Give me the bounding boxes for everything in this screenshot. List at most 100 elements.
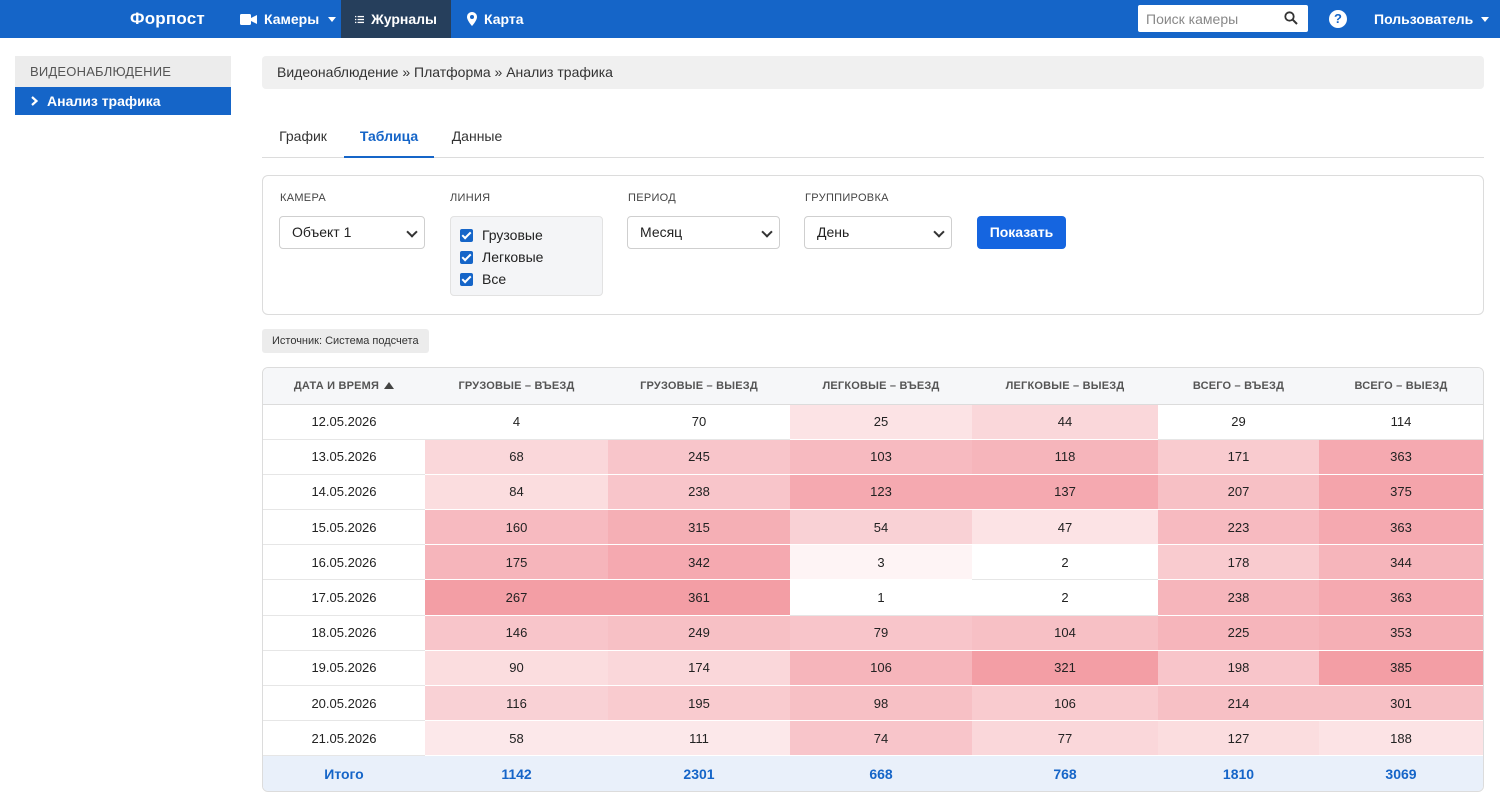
nav-cameras[interactable]: Камеры	[226, 0, 350, 38]
value-cell: 146	[425, 615, 608, 651]
line-option-label: Грузовые	[482, 227, 543, 243]
value-cell: 353	[1319, 615, 1483, 651]
column-header-label: ДАТА И ВРЕМЯ	[293, 379, 380, 392]
value-cell: 301	[1319, 685, 1483, 722]
line-filter-label: ЛИНИЯ	[450, 192, 491, 204]
date-cell: 16.05.2026	[263, 544, 425, 581]
tab-data[interactable]: Данные	[451, 128, 503, 144]
line-option-label: Все	[482, 271, 507, 287]
value-cell: 207	[1158, 474, 1319, 511]
value-cell: 104	[972, 615, 1158, 651]
list-icon	[355, 15, 365, 23]
user-menu[interactable]: Пользователь	[1374, 0, 1490, 38]
value-cell: 361	[608, 579, 790, 616]
value-cell: 321	[972, 650, 1158, 687]
value-cell: 98	[790, 685, 972, 722]
camera-search-input[interactable]	[1146, 10, 1276, 27]
date-cell: 15.05.2026	[263, 509, 425, 546]
value-cell: 188	[1319, 720, 1483, 757]
value-cell: 111	[608, 720, 790, 757]
date-cell: 18.05.2026	[263, 615, 425, 651]
show-button[interactable]: Показать	[977, 216, 1066, 249]
value-cell: 47	[972, 509, 1158, 546]
value-cell: 123	[790, 474, 972, 511]
total-cell: 768	[972, 755, 1158, 791]
column-header[interactable]: ЛЕГКОВЫЕ – ВЫЕЗД	[972, 368, 1158, 405]
period-select[interactable]: Месяц	[627, 216, 780, 249]
value-cell: 214	[1158, 685, 1319, 722]
table-row: 19.05.2026 90 174 106 321 198 385	[263, 650, 1483, 687]
tab-graph[interactable]: График	[279, 128, 327, 144]
brand-logo[interactable]: Форпост	[130, 9, 205, 28]
video-camera-icon	[240, 13, 257, 25]
column-header[interactable]: ГРУЗОВЫЕ – ВЪЕЗД	[425, 368, 608, 405]
value-cell: 68	[425, 439, 608, 475]
line-option-cars[interactable]: Легковые	[460, 248, 543, 266]
table-totals-row: Итого 1142 2301 668 768 1810 3069	[263, 755, 1483, 791]
value-cell: 106	[972, 685, 1158, 722]
column-header[interactable]: ВСЕГО – ВЪЕЗД	[1158, 368, 1319, 405]
top-navbar: Форпост Камеры Журналы Карта ? Пользоват…	[0, 0, 1500, 38]
value-cell: 342	[608, 544, 790, 581]
table-row: 14.05.2026 84 238 123 137 207 375	[263, 474, 1483, 511]
column-header-datetime[interactable]: ДАТА И ВРЕМЯ	[263, 368, 425, 405]
value-cell: 74	[790, 720, 972, 757]
tab-table[interactable]: Таблица	[344, 114, 434, 158]
total-cell: 1810	[1158, 755, 1319, 791]
value-cell: 195	[608, 685, 790, 722]
value-cell: 175	[425, 544, 608, 581]
nav-map[interactable]: Карта	[453, 0, 538, 38]
value-cell: 2	[972, 579, 1158, 616]
value-cell: 127	[1158, 720, 1319, 757]
date-cell: 17.05.2026	[263, 579, 425, 616]
column-header[interactable]: ЛЕГКОВЫЕ – ВЪЕЗД	[790, 368, 972, 405]
sidebar-item-traffic-analysis[interactable]: Анализ трафика	[15, 87, 231, 115]
totals-label: Итого	[263, 755, 425, 791]
checkbox-checked-icon[interactable]	[460, 272, 473, 286]
value-cell: 4	[425, 404, 608, 440]
table-row: 16.05.2026 175 342 3 2 178 344	[263, 544, 1483, 581]
help-icon[interactable]: ?	[1329, 10, 1347, 28]
view-tabs: График Таблица Данные	[262, 114, 1484, 158]
value-cell: 106	[790, 650, 972, 687]
grouping-select[interactable]: День	[804, 216, 952, 249]
total-cell: 2301	[608, 755, 790, 791]
column-header[interactable]: ВСЕГО – ВЫЕЗД	[1319, 368, 1483, 405]
nav-cameras-label: Камеры	[264, 11, 320, 27]
sidebar-section-header: ВИДЕОНАБЛЮДЕНИЕ	[15, 56, 231, 87]
value-cell: 238	[608, 474, 790, 511]
value-cell: 160	[425, 509, 608, 546]
date-cell: 19.05.2026	[263, 650, 425, 687]
column-header[interactable]: ГРУЗОВЫЕ – ВЫЕЗД	[608, 368, 790, 405]
table-row: 18.05.2026 146 249 79 104 225 353	[263, 615, 1483, 651]
value-cell: 267	[425, 579, 608, 616]
search-icon[interactable]	[1284, 11, 1298, 25]
line-option-trucks[interactable]: Грузовые	[460, 226, 543, 244]
value-cell: 137	[972, 474, 1158, 511]
period-select-value: Месяц	[640, 224, 683, 240]
value-cell: 70	[608, 404, 790, 440]
table-row: 17.05.2026 267 361 1 2 238 363	[263, 579, 1483, 616]
date-cell: 12.05.2026	[263, 404, 425, 440]
camera-select-value: Объект 1	[292, 224, 352, 240]
value-cell: 198	[1158, 650, 1319, 687]
source-badge: Источник: Система подсчета	[262, 329, 429, 353]
map-pin-icon	[467, 12, 477, 26]
date-cell: 13.05.2026	[263, 439, 425, 475]
filter-panel: КАМЕРА Объект 1 ЛИНИЯ Грузовые Легковые …	[262, 175, 1484, 315]
value-cell: 363	[1319, 579, 1483, 616]
checkbox-checked-icon[interactable]	[460, 250, 473, 264]
value-cell: 29	[1158, 404, 1319, 440]
value-cell: 79	[790, 615, 972, 651]
value-cell: 238	[1158, 579, 1319, 616]
value-cell: 385	[1319, 650, 1483, 687]
date-cell: 20.05.2026	[263, 685, 425, 722]
camera-select[interactable]: Объект 1	[279, 216, 425, 249]
table-row: 13.05.2026 68 245 103 118 171 363	[263, 439, 1483, 475]
nav-journals[interactable]: Журналы	[341, 0, 451, 38]
sidebar-item-label: Анализ трафика	[47, 93, 161, 109]
period-filter-label: ПЕРИОД	[628, 192, 677, 204]
line-option-all[interactable]: Все	[460, 270, 506, 288]
value-cell: 171	[1158, 439, 1319, 475]
checkbox-checked-icon[interactable]	[460, 228, 473, 242]
